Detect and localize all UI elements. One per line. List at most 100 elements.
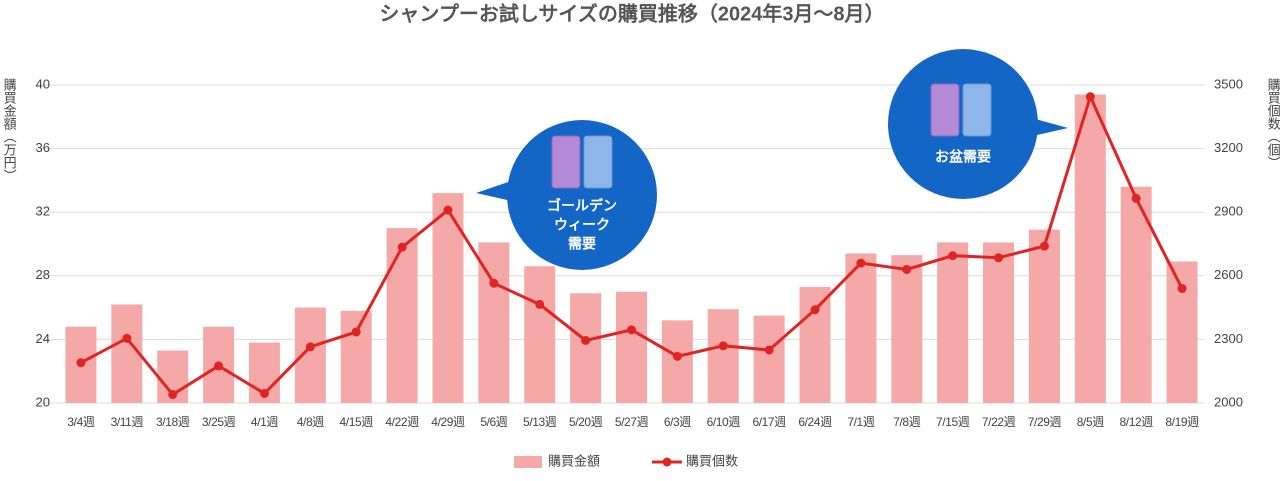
line-point <box>76 358 86 368</box>
line-point <box>672 351 682 361</box>
line-point <box>1131 193 1141 203</box>
line-point <box>856 258 866 268</box>
bubble <box>507 120 657 270</box>
line-point <box>259 388 269 398</box>
bar <box>111 304 143 403</box>
x-tick-label: 4/8週 <box>297 415 324 429</box>
line-point <box>994 253 1004 263</box>
bar <box>753 315 785 403</box>
bar <box>340 310 372 403</box>
bar <box>661 320 693 403</box>
x-tick-label: 5/6週 <box>480 415 507 429</box>
x-tick-label: 7/1週 <box>847 415 874 429</box>
y2-axis-label: 購買個数（個） <box>1266 78 1280 169</box>
x-tick-label: 3/11週 <box>111 415 144 429</box>
y-tick-label: 20 <box>36 394 50 409</box>
legend-swatch <box>514 456 542 468</box>
bar <box>1120 186 1152 403</box>
annotation-golden-week: ゴールデン ウィーク 需要 <box>476 120 657 270</box>
line-point <box>535 299 545 309</box>
legend: 購買金額 購買個数 <box>514 453 738 468</box>
x-tick-label: 5/27週 <box>615 415 649 429</box>
line-point <box>489 278 499 288</box>
line-point <box>214 361 224 371</box>
line-point <box>397 242 407 252</box>
x-tick-label: 6/24週 <box>798 415 832 429</box>
legend-swatch <box>662 457 672 467</box>
x-tick-label: 8/12週 <box>1120 415 1154 429</box>
y-tick-label: 28 <box>36 267 50 282</box>
icon <box>583 135 613 189</box>
x-tick-label: 6/3週 <box>664 415 691 429</box>
x-tick-label: 8/5週 <box>1077 415 1104 429</box>
icon <box>551 135 581 189</box>
line-point <box>1039 241 1049 251</box>
line-point <box>305 342 315 352</box>
icon <box>962 83 992 137</box>
annotation-obon: お盆需要 <box>888 49 1068 199</box>
bar <box>937 242 969 403</box>
bar <box>799 286 831 403</box>
annotation-text: ウィーク <box>554 217 610 233</box>
line-point <box>627 325 636 335</box>
bar <box>1166 261 1198 403</box>
y2-tick-label: 2300 <box>1214 331 1243 346</box>
annotation-text: ゴールデン <box>547 198 617 214</box>
x-tick-label: 3/18週 <box>156 415 190 429</box>
line-point <box>902 264 912 274</box>
y-axis-label: 購買金額（万円） <box>2 78 17 182</box>
y-tick-label: 36 <box>36 140 50 155</box>
x-tick-label: 7/15週 <box>936 415 970 429</box>
y2-tick-label: 2000 <box>1214 394 1243 409</box>
line-point <box>1085 92 1095 102</box>
bar <box>1074 94 1106 403</box>
line-point <box>718 341 728 351</box>
x-tick-label: 7/8週 <box>893 415 920 429</box>
x-tick-label: 7/22週 <box>982 415 1016 429</box>
line-point <box>764 345 774 355</box>
line-point <box>168 390 178 400</box>
bar <box>616 291 647 403</box>
x-tick-label: 7/29週 <box>1028 415 1062 429</box>
y-tick-label: 32 <box>36 204 50 219</box>
line-point <box>351 327 361 337</box>
y-tick-label: 24 <box>36 331 50 346</box>
bar <box>891 255 923 403</box>
bar <box>845 253 877 403</box>
y2-tick-label: 2900 <box>1214 204 1243 219</box>
chart-title: シャンプーお試しサイズの購買推移（2024年3月〜8月） <box>379 1 884 25</box>
x-tick-label: 8/19週 <box>1165 415 1199 429</box>
x-tick-label: 3/4週 <box>67 415 94 429</box>
legend-label: 購買個数 <box>686 453 738 468</box>
y2-tick-label: 2600 <box>1214 267 1243 282</box>
x-tick-label: 5/20週 <box>569 415 603 429</box>
annotation-text: お盆需要 <box>935 149 991 165</box>
line-point <box>1177 284 1187 294</box>
x-tick-label: 4/15週 <box>340 415 374 429</box>
line-point <box>443 205 453 215</box>
bar <box>386 228 418 403</box>
x-tick-label: 4/1週 <box>251 415 278 429</box>
x-tick-label: 3/25週 <box>202 415 236 429</box>
line-point <box>581 335 591 345</box>
line-point <box>122 333 132 343</box>
bar <box>294 307 326 403</box>
line-point <box>948 251 958 261</box>
y2-tick-label: 3200 <box>1214 140 1243 155</box>
x-tick-label: 6/10週 <box>707 415 741 429</box>
x-tick-label: 5/13週 <box>523 415 557 429</box>
y2-tick-label: 3500 <box>1214 76 1243 91</box>
x-tick-label: 4/22週 <box>385 415 419 429</box>
line-point <box>810 305 820 315</box>
plot-area: 20 24 28 32 36 40 2000 2300 2600 2900 3200 3500 3/4週… <box>36 76 1243 429</box>
bar <box>570 293 602 403</box>
bar <box>524 266 556 403</box>
x-tick-label: 6/17週 <box>752 415 786 429</box>
x-tick-label: 4/29週 <box>431 415 465 429</box>
annotation-text: 需要 <box>568 236 596 252</box>
y-tick-label: 40 <box>36 76 50 91</box>
bar <box>983 242 1015 403</box>
icon <box>930 83 960 137</box>
legend-label: 購買金額 <box>548 453 600 468</box>
